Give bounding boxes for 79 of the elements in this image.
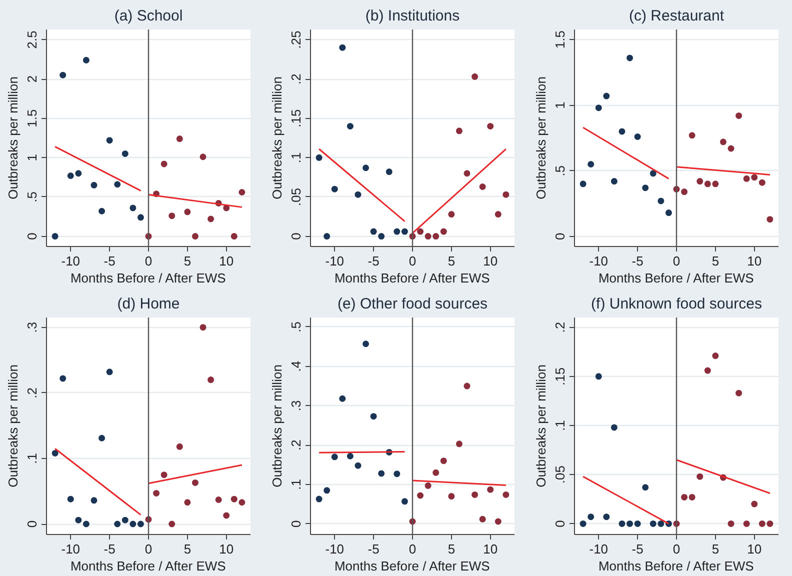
y-tick-label: .2: [288, 440, 304, 451]
x-tick-label: 5: [712, 254, 720, 268]
x-tick-label: 0: [144, 542, 152, 556]
y-tick-label: 0: [288, 232, 304, 240]
x-tick-label: 5: [712, 542, 720, 556]
y-tick-label: .05: [288, 188, 304, 206]
y-tick-label: 0: [24, 520, 40, 528]
y-tick-label: .2: [552, 322, 568, 333]
y-tick-label: 0: [288, 520, 304, 528]
x-axis-title: Months Before / After EWS: [598, 558, 754, 574]
x-axis-title: Months Before / After EWS: [70, 270, 226, 286]
y-tick-label: 1.5: [24, 109, 40, 128]
x-tick-label: 10: [483, 542, 498, 556]
x-tick-label: 5: [448, 542, 456, 556]
x-tick-label: -5: [368, 542, 380, 556]
x-tick-label: -10: [589, 254, 608, 268]
y-axis-title: Outbreaks per million: [534, 364, 548, 488]
x-tick-label: 5: [448, 254, 456, 268]
y-tick-label: .4: [288, 360, 304, 372]
chart-title: (d) Home: [117, 296, 180, 312]
x-tick-label: -10: [325, 254, 344, 268]
chart-title: (f) Unknown food sources: [591, 296, 762, 312]
chart-title: (c) Restaurant: [628, 8, 725, 24]
y-tick-label: .5: [288, 322, 304, 332]
x-axis-title: Months Before / After EWS: [334, 558, 490, 574]
y-tick-label: 0: [552, 232, 568, 240]
y-tick-label: .15: [552, 367, 568, 386]
chart-title: (b) Institutions: [365, 8, 460, 24]
x-axis-title: Months Before / After EWS: [334, 270, 490, 286]
y-tick-label: .1: [288, 479, 304, 490]
x-tick-label: 0: [144, 254, 152, 268]
y-tick-label: .05: [552, 466, 568, 484]
y-tick-label: 2: [24, 75, 40, 83]
y-tick-label: 0: [552, 520, 568, 528]
x-tick-label: -10: [589, 542, 608, 556]
x-tick-label: -5: [632, 254, 644, 268]
y-axis-title: Outbreaks per million: [6, 364, 20, 488]
y-tick-label: .3: [288, 400, 304, 412]
x-tick-label: -10: [61, 254, 80, 268]
y-tick-label: .1: [24, 453, 40, 464]
y-axis-title: Outbreaks per million: [6, 76, 20, 200]
y-tick-label: .25: [288, 30, 304, 49]
y-tick-label: 1.5: [552, 30, 568, 49]
y-axis-title: Outbreaks per million: [534, 76, 548, 200]
y-axis-title: Outbreaks per million: [270, 364, 284, 488]
y-tick-label: .1: [552, 420, 568, 431]
x-tick-label: 0: [408, 542, 416, 556]
y-tick-label: .15: [288, 109, 304, 128]
y-tick-label: 0: [24, 232, 40, 240]
x-tick-label: 10: [747, 254, 762, 268]
x-tick-label: 10: [219, 254, 234, 268]
x-tick-label: 0: [672, 542, 680, 556]
chart-title: (a) School: [114, 8, 183, 24]
y-tick-label: .2: [24, 387, 40, 398]
x-tick-label: -10: [325, 542, 344, 556]
y-tick-label: .5: [24, 192, 40, 202]
x-tick-label: 0: [408, 254, 416, 268]
x-tick-label: 5: [184, 542, 192, 556]
x-tick-label: 5: [184, 254, 192, 268]
x-tick-label: 10: [747, 542, 762, 556]
y-tick-label: .2: [288, 74, 304, 84]
x-axis-title: Months Before / After EWS: [598, 270, 754, 286]
x-tick-label: -5: [104, 254, 116, 268]
x-tick-label: -5: [368, 254, 380, 268]
chart-title: (e) Other food sources: [337, 296, 488, 312]
x-tick-label: -5: [632, 542, 644, 556]
y-axis-title: Outbreaks per million: [270, 76, 284, 200]
y-tick-label: .1: [288, 152, 304, 164]
y-tick-label: 1: [552, 102, 568, 109]
y-tick-label: 1: [24, 154, 40, 162]
y-tick-label: .5: [552, 165, 568, 176]
y-tick-label: 2.5: [24, 30, 40, 49]
x-tick-label: -10: [61, 542, 80, 556]
x-tick-label: 10: [483, 254, 498, 268]
y-tick-label: .3: [24, 322, 40, 333]
x-tick-label: -5: [104, 542, 116, 556]
x-tick-label: 10: [219, 542, 234, 556]
x-tick-label: 0: [672, 254, 680, 268]
x-axis-title: Months Before / After EWS: [70, 558, 226, 574]
